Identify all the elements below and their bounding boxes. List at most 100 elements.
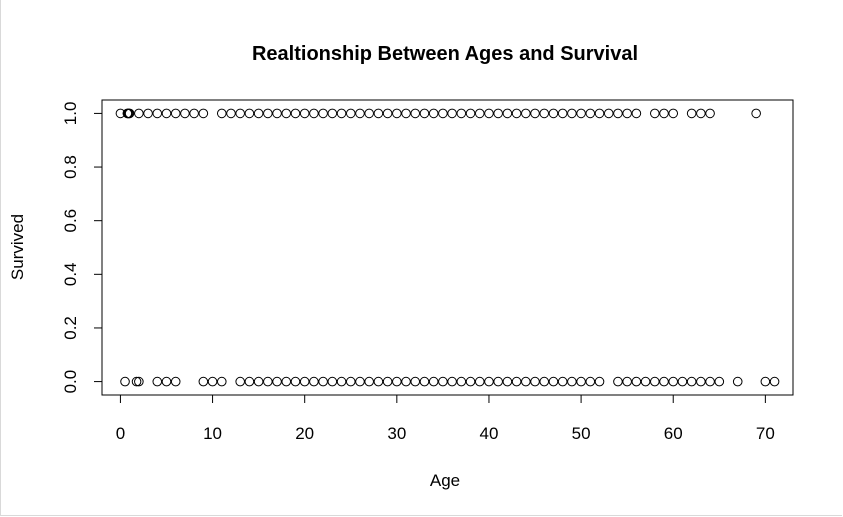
x-tick-label: 0 xyxy=(116,424,125,443)
data-point xyxy=(548,108,559,119)
data-point xyxy=(235,108,245,119)
x-tick-label: 40 xyxy=(479,424,498,443)
data-point xyxy=(327,376,338,387)
data-point xyxy=(511,108,522,119)
data-point xyxy=(650,108,660,119)
data-point xyxy=(161,108,172,119)
y-tick-label: 0.2 xyxy=(61,316,80,340)
x-tick-label: 50 xyxy=(572,424,591,443)
data-point xyxy=(557,376,568,387)
data-point xyxy=(318,108,328,119)
data-point xyxy=(631,108,642,119)
y-tick-label: 0.4 xyxy=(61,262,80,286)
data-point xyxy=(410,376,421,387)
data-point xyxy=(336,376,347,387)
data-point xyxy=(585,108,596,119)
x-tick-label: 10 xyxy=(203,424,222,443)
data-point xyxy=(686,376,697,387)
data-point xyxy=(419,108,430,119)
data-point xyxy=(511,376,522,387)
x-tick-label: 20 xyxy=(295,424,314,443)
data-point xyxy=(235,376,245,387)
chart-title: Realtionship Between Ages and Survival xyxy=(252,43,638,65)
data-point xyxy=(180,108,190,119)
data-point xyxy=(244,108,255,119)
data-point xyxy=(567,376,577,387)
data-point xyxy=(170,376,181,387)
plot-area-border xyxy=(101,99,794,396)
data-point xyxy=(696,376,706,387)
data-point xyxy=(751,108,761,119)
data-point xyxy=(465,376,476,387)
data-point xyxy=(345,108,356,119)
data-point xyxy=(613,108,623,119)
data-point xyxy=(567,108,577,119)
data-point xyxy=(438,376,448,387)
data-point xyxy=(207,376,218,387)
data-point xyxy=(355,108,365,119)
data-point xyxy=(392,108,402,119)
data-point xyxy=(732,376,743,387)
data-points xyxy=(115,108,780,387)
data-point xyxy=(696,108,706,119)
data-point xyxy=(327,108,338,119)
data-point xyxy=(244,376,255,387)
data-point xyxy=(170,108,181,119)
data-point xyxy=(189,108,199,119)
x-tick-label: 60 xyxy=(664,424,683,443)
data-point xyxy=(650,376,660,387)
data-point xyxy=(539,108,550,119)
data-point xyxy=(198,108,209,119)
data-point xyxy=(769,376,780,387)
data-point xyxy=(640,376,651,387)
data-point xyxy=(631,376,642,387)
data-point xyxy=(355,376,365,387)
data-point xyxy=(557,108,568,119)
data-point xyxy=(760,376,771,387)
data-point xyxy=(530,376,540,387)
y-tick-label: 1.0 xyxy=(61,102,80,126)
data-point xyxy=(714,376,725,387)
data-point xyxy=(493,376,503,387)
y-tick-label: 0.0 xyxy=(61,370,80,394)
data-point xyxy=(226,108,236,119)
data-point xyxy=(677,376,688,387)
data-point xyxy=(603,108,614,119)
data-point xyxy=(447,376,457,387)
data-point xyxy=(484,376,494,387)
x-axis-label: Age xyxy=(430,471,460,490)
data-point xyxy=(134,108,144,119)
data-point xyxy=(419,376,430,387)
data-point xyxy=(253,376,264,387)
data-point xyxy=(530,108,540,119)
data-point xyxy=(474,108,485,119)
data-point xyxy=(272,108,282,119)
data-point xyxy=(364,376,374,387)
data-point xyxy=(428,108,439,119)
data-point xyxy=(668,108,679,119)
data-point xyxy=(622,376,632,387)
data-point xyxy=(401,108,411,119)
data-point xyxy=(364,108,374,119)
data-point xyxy=(281,108,292,119)
data-point xyxy=(290,108,301,119)
data-point xyxy=(309,376,319,387)
y-axis-label: Survived xyxy=(8,214,27,280)
data-point xyxy=(318,376,328,387)
data-point xyxy=(447,108,457,119)
data-point xyxy=(263,376,273,387)
data-point xyxy=(309,108,319,119)
data-point xyxy=(493,108,503,119)
data-point xyxy=(216,108,227,119)
y-axis: 0.0 0.2 0.4 0.6 0.8 1.0 xyxy=(61,102,103,394)
data-point xyxy=(290,376,301,387)
data-point xyxy=(143,108,153,119)
y-tick-label: 0.6 xyxy=(61,209,80,233)
data-point xyxy=(281,376,292,387)
data-point xyxy=(576,376,586,387)
data-point xyxy=(659,108,669,119)
data-point xyxy=(548,376,559,387)
data-point xyxy=(539,376,550,387)
data-point xyxy=(438,108,448,119)
data-point xyxy=(131,376,142,387)
